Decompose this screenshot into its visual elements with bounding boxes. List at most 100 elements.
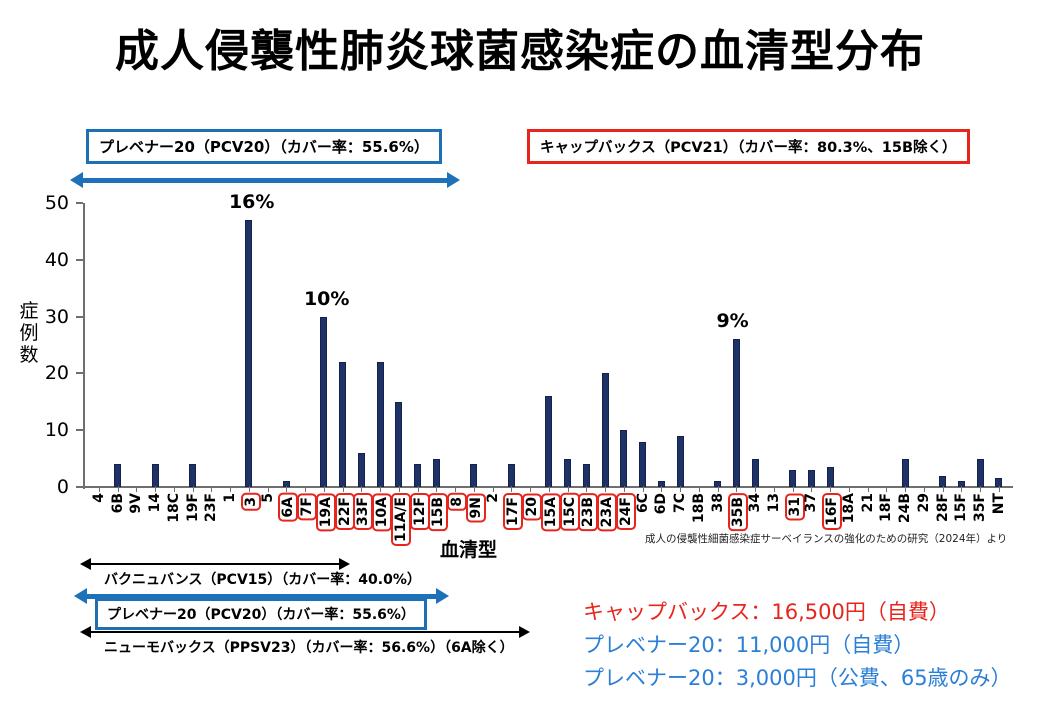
y-axis-tick-mark [76, 372, 83, 375]
x-axis-tick-mark [680, 486, 682, 492]
x-axis-tick-label: 9V [128, 493, 145, 514]
price-item-capvaxive: キャップバックス：16,500円（自費） [583, 600, 950, 624]
x-axis-tick-label: 7F [297, 493, 318, 521]
x-axis-tick-label: 28F [934, 493, 951, 523]
x-axis-tick-mark [830, 486, 832, 492]
arrow-shaft [83, 177, 447, 183]
x-axis-tick-mark [173, 486, 175, 492]
x-axis-tick-label: 15A [540, 493, 561, 532]
x-axis-tick-mark [267, 486, 269, 492]
x-axis-tick-mark [811, 486, 813, 492]
bar [639, 441, 647, 487]
arrow-head-right-icon [339, 558, 350, 570]
bar [376, 362, 384, 487]
bar-value-annotation: 16% [228, 191, 275, 214]
coverage-arrow-ppsv23 [80, 626, 530, 638]
x-axis-line [83, 486, 1013, 488]
arrow-head-right-icon [519, 626, 530, 638]
label-ppsv23: ニューモバックス（PPSV23）（カバー率：56.6%）（6A除く） [104, 640, 514, 656]
x-axis-tick-mark [961, 486, 963, 492]
x-axis-tick-mark [698, 486, 700, 492]
x-axis-tick-label: NT [990, 493, 1007, 515]
x-axis-tick-label: 4 [90, 493, 107, 503]
bar [789, 469, 797, 487]
x-axis-tick-label: 9N [465, 493, 486, 523]
bar-chart-plot-area: 0 10 20 30 40 50 [45, 192, 1013, 498]
bar [676, 435, 684, 487]
x-axis-tick-label: 18F [878, 493, 895, 523]
x-axis-tick-mark [305, 486, 307, 492]
x-axis-tick-label: 34 [747, 493, 764, 513]
x-axis-tick-label: 15F [953, 493, 970, 523]
x-axis-tick-label: 3 [240, 493, 261, 511]
x-axis-tick-label: 19F [184, 493, 201, 523]
x-axis-tick-mark [211, 486, 213, 492]
y-axis-tick-label: 20 [44, 362, 69, 385]
bar [601, 373, 609, 487]
x-axis-tick-label: 8 [447, 493, 468, 511]
arrow-head-left-icon [80, 558, 91, 570]
price-list: キャップバックス：16,500円（自費） プレベナー20：11,000円（自費）… [583, 596, 1012, 695]
x-axis-tick-label: 11A/E [390, 493, 411, 546]
bar [245, 220, 253, 487]
x-axis-tick-mark [417, 486, 419, 492]
bar [507, 464, 515, 487]
x-axis-tick-label: 13 [765, 493, 782, 513]
bar [582, 464, 590, 487]
bar [414, 464, 422, 487]
y-axis-tick-mark [76, 429, 83, 432]
bar-value-annotation: 9% [716, 310, 749, 333]
y-axis-tick-mark [76, 258, 83, 261]
x-axis-tick-mark [886, 486, 888, 492]
x-axis-tick-label: 15B [428, 493, 449, 532]
x-axis-tick-mark [380, 486, 382, 492]
bar [901, 458, 909, 487]
x-axis-tick-mark [398, 486, 400, 492]
x-axis-tick-label: 37 [803, 493, 820, 513]
bar [151, 464, 159, 487]
x-axis-tick-label: 15C [559, 493, 580, 531]
x-axis-tick-mark [230, 486, 232, 492]
x-axis-tick-mark [623, 486, 625, 492]
price-item-prevenar20-public: プレベナー20：3,000円（公費、65歳のみ） [583, 666, 1012, 690]
x-axis-tick-label: 23F [203, 493, 220, 523]
y-axis-tick-mark [76, 315, 83, 318]
y-axis-tick-mark [76, 486, 83, 488]
x-axis-tick-label: 6B [109, 493, 126, 514]
label-pcv15: バクニュバンス（PCV15）（カバー率：40.0%） [104, 572, 421, 588]
bar [320, 316, 328, 487]
x-axis-tick-mark [323, 486, 325, 492]
callout-pcv21-top: キャップバックス（PCV21）（カバー率：80.3%、15B除く） [527, 129, 970, 164]
x-axis-tick-mark [567, 486, 569, 492]
x-axis-tick-mark [136, 486, 138, 492]
bar [826, 467, 834, 487]
bar [339, 362, 347, 487]
x-axis-tick-label: 22F [334, 493, 355, 531]
x-axis-tick-mark [455, 486, 457, 492]
x-axis-tick-label: 1 [222, 493, 239, 503]
x-axis-tick-label: 24B [897, 493, 914, 524]
source-citation: 成人の侵襲性細菌感染症サーベイランスの強化のための研究（2024年）より [645, 533, 1008, 545]
x-axis-tick-mark [605, 486, 607, 492]
x-axis-tick-mark [548, 486, 550, 492]
bar [357, 452, 365, 487]
x-axis-tick-mark [942, 486, 944, 492]
x-axis-tick-label: 35B [728, 493, 749, 532]
y-axis-tick-label: 40 [44, 248, 69, 271]
x-axis-tick-mark [755, 486, 757, 492]
x-axis-tick-mark [867, 486, 869, 492]
x-axis-tick-mark [98, 486, 100, 492]
y-axis-tick-label: 10 [44, 419, 69, 442]
x-axis-label: 血清型 [440, 539, 498, 561]
x-axis-tick-label: 23A [597, 493, 618, 532]
x-axis-tick-mark [848, 486, 850, 492]
x-axis-tick-label: 38 [709, 493, 726, 513]
bar [751, 458, 759, 487]
x-axis-tick-mark [717, 486, 719, 492]
bar [432, 458, 440, 487]
coverage-arrow-pcv15 [80, 558, 350, 570]
x-axis-tick-label: 21 [859, 493, 876, 513]
arrow-shaft [91, 563, 339, 565]
x-axis-tick-mark [642, 486, 644, 492]
bar [470, 464, 478, 487]
